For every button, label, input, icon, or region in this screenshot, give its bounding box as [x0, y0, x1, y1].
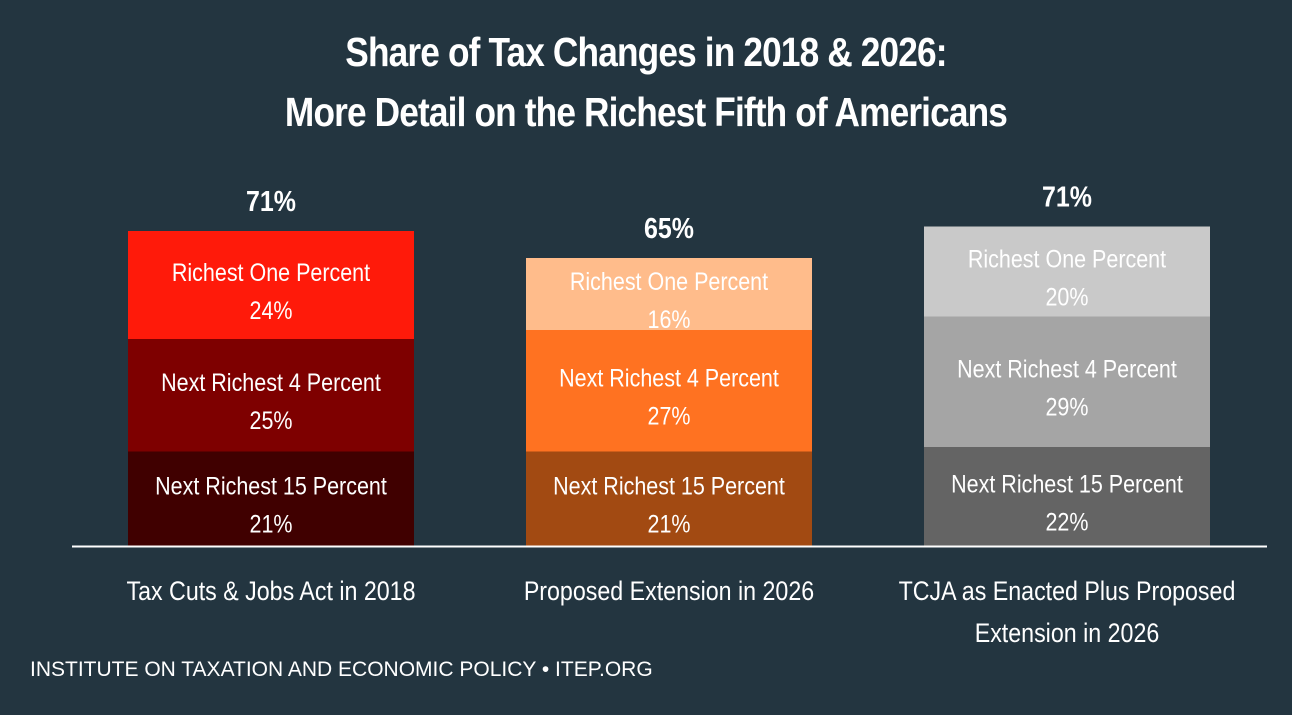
total-label-1: 71%: [246, 185, 296, 217]
segment-value-2-1: 21%: [647, 510, 690, 538]
category-label-3-line-1: TCJA as Enacted Plus Proposed: [899, 576, 1236, 606]
chart-title-line-2: More Detail on the Richest Fifth of Amer…: [284, 89, 1008, 135]
segment-value-1-1: 21%: [249, 510, 292, 538]
segment-value-1-2: 25%: [249, 407, 292, 435]
bar-segment-2-2: [526, 330, 812, 452]
bar-segment-3-1: [924, 447, 1210, 546]
chart-title: Share of Tax Changes in 2018 & 2026: Mor…: [90, 22, 1201, 142]
category-label-2-line-1: Proposed Extension in 2026: [524, 576, 814, 606]
segment-value-2-2: 27%: [647, 402, 690, 430]
segment-label-2-1: Next Richest 15 Percent: [553, 472, 785, 500]
bar-segment-1-3: [128, 231, 414, 339]
bar-segment-3-3: [924, 226, 1210, 317]
segment-value-3-2: 29%: [1045, 393, 1088, 421]
segment-value-1-3: 24%: [249, 296, 292, 324]
category-label-3-line-2: Extension in 2026: [975, 618, 1160, 648]
segment-label-1-1: Next Richest 15 Percent: [155, 472, 387, 500]
chart-title-line-1: Share of Tax Changes in 2018 & 2026:: [345, 29, 947, 75]
segment-value-3-3: 20%: [1045, 283, 1088, 311]
segment-label-3-3: Richest One Percent: [968, 245, 1167, 273]
bar-segment-1-2: [128, 339, 414, 452]
source-footer: INSTITUTE ON TAXATION AND ECONOMIC POLIC…: [30, 658, 653, 681]
segment-label-1-3: Richest One Percent: [172, 258, 371, 286]
bar-segment-1-1: [128, 451, 414, 546]
segment-label-2-2: Next Richest 4 Percent: [559, 364, 779, 392]
bar-segment-3-2: [924, 316, 1210, 447]
bar-segment-2-1: [526, 451, 812, 546]
segment-label-1-2: Next Richest 4 Percent: [161, 369, 381, 397]
total-label-2: 65%: [644, 212, 694, 244]
bar-segment-2-3: [526, 258, 812, 330]
segment-value-3-1: 22%: [1045, 508, 1088, 536]
category-label-1-line-1: Tax Cuts & Jobs Act in 2018: [126, 576, 415, 606]
total-label-3: 71%: [1042, 181, 1092, 213]
segment-label-3-2: Next Richest 4 Percent: [957, 355, 1177, 383]
segment-value-2-3: 16%: [647, 305, 690, 333]
segment-label-3-1: Next Richest 15 Percent: [951, 470, 1183, 498]
segment-label-2-3: Richest One Percent: [570, 267, 769, 295]
